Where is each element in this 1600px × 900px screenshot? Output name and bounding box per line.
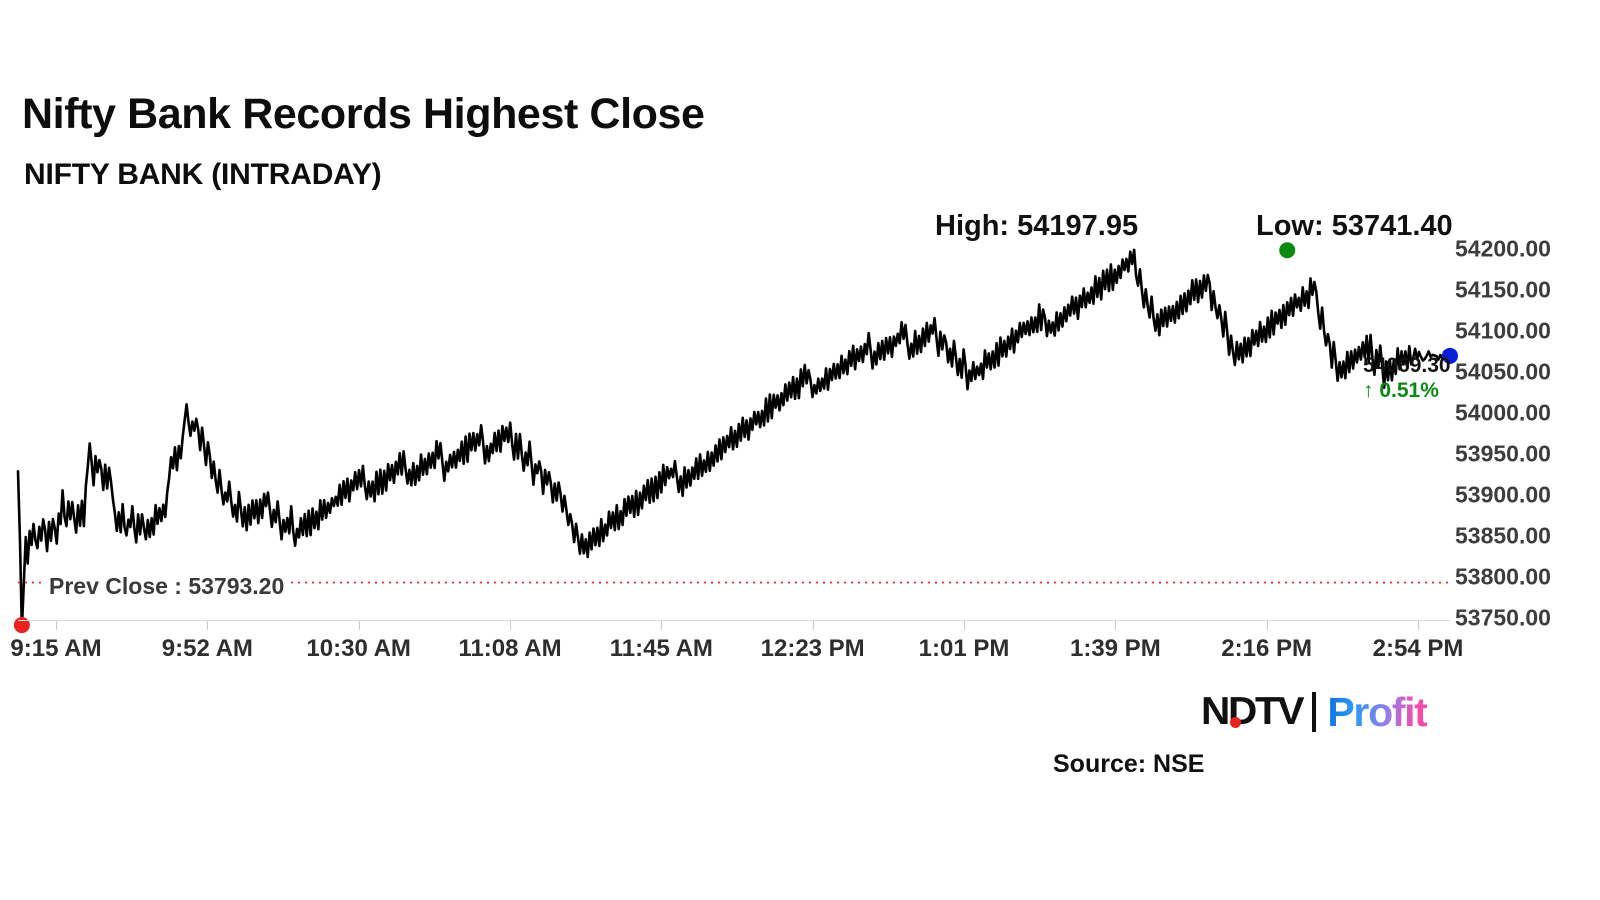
y-axis-tick-label: 54200.00 [1455,235,1551,262]
y-axis-tick-label: 53900.00 [1455,481,1551,508]
x-axis-tick-label: 2:16 PM [1221,635,1313,662]
x-axis-tick-label: 11:08 AM [458,635,562,662]
x-axis-tick-label: 11:45 AM [609,635,713,662]
x-axis-tick-label: 9:15 AM [10,635,102,662]
x-axis-tick-label: 2:54 PM [1372,635,1464,662]
x-axis-tick-label: 1:39 PM [1069,635,1161,662]
y-axis-tick-label: 53800.00 [1455,563,1551,590]
x-axis-tick-label: 10:30 AM [306,635,411,662]
y-axis-tick-label: 53750.00 [1455,604,1551,631]
x-axis-tick-mark [1418,621,1419,630]
x-axis: 9:15 AM 9:52 AM 10:30 AM 11:08 AM 11:45 AM 12… [0,621,1600,671]
x-axis-tick-mark [358,621,360,630]
x-axis-tick-mark [56,621,57,630]
prev-close-label: Prev Close : 53793.20 [44,573,290,600]
low-annotation: Low: 53741.40 [1256,210,1453,242]
price-line-series [16,248,1452,631]
price-polyline [16,248,1452,631]
last-price-change: ↑ 0.51% [1363,379,1439,402]
last-price-value: 54069.30 [1363,354,1451,377]
brand-divider [1312,692,1317,732]
brand-ndtv-text: NDTV [1201,690,1305,733]
x-axis-tick-label: 9:52 AM [161,635,253,662]
y-axis-tick-label: 54100.00 [1455,317,1551,344]
chart-subtitle: NIFTY BANK (INTRADAY) [24,158,382,191]
chart-plot-area [13,228,1458,634]
high-marker [1279,242,1296,259]
x-axis-line [18,620,1450,621]
x-axis-tick-mark [661,621,663,630]
page-title: Nifty Bank Records Highest Close [22,90,705,138]
y-axis-tick-label: 53950.00 [1455,440,1551,467]
y-axis-tick-label: 53850.00 [1455,522,1551,549]
y-axis: 54200.00 54150.00 54100.00 54050.00 54000.00… [1455,228,1600,630]
x-axis-tick-mark [510,621,511,630]
last-marker [1442,347,1458,364]
y-axis-tick-label: 54000.00 [1455,399,1551,426]
x-axis-tick-mark [1115,621,1117,630]
source-label: Source: NSE [1053,750,1205,778]
brand-red-dot-icon [1230,717,1241,728]
x-axis-tick-label: 12:23 PM [760,635,865,662]
brand-profit-text: Profit [1327,688,1428,735]
y-axis-tick-label: 54150.00 [1455,276,1551,303]
open-low-marker [13,617,30,634]
ndtv-profit-logo: NDTV Profit [1201,688,1428,735]
chart-overlays [13,242,1458,634]
y-axis-tick-label: 54050.00 [1455,358,1551,385]
x-axis-tick-mark [812,621,814,630]
last-price-block: 54069.30 ↑ 0.51% [1363,354,1451,403]
x-axis-tick-mark [964,621,965,630]
x-axis-tick-mark [207,621,209,630]
x-axis-tick-label: 1:01 PM [918,635,1010,662]
high-annotation: High: 54197.95 [935,210,1139,242]
x-axis-tick-mark [1266,621,1268,630]
